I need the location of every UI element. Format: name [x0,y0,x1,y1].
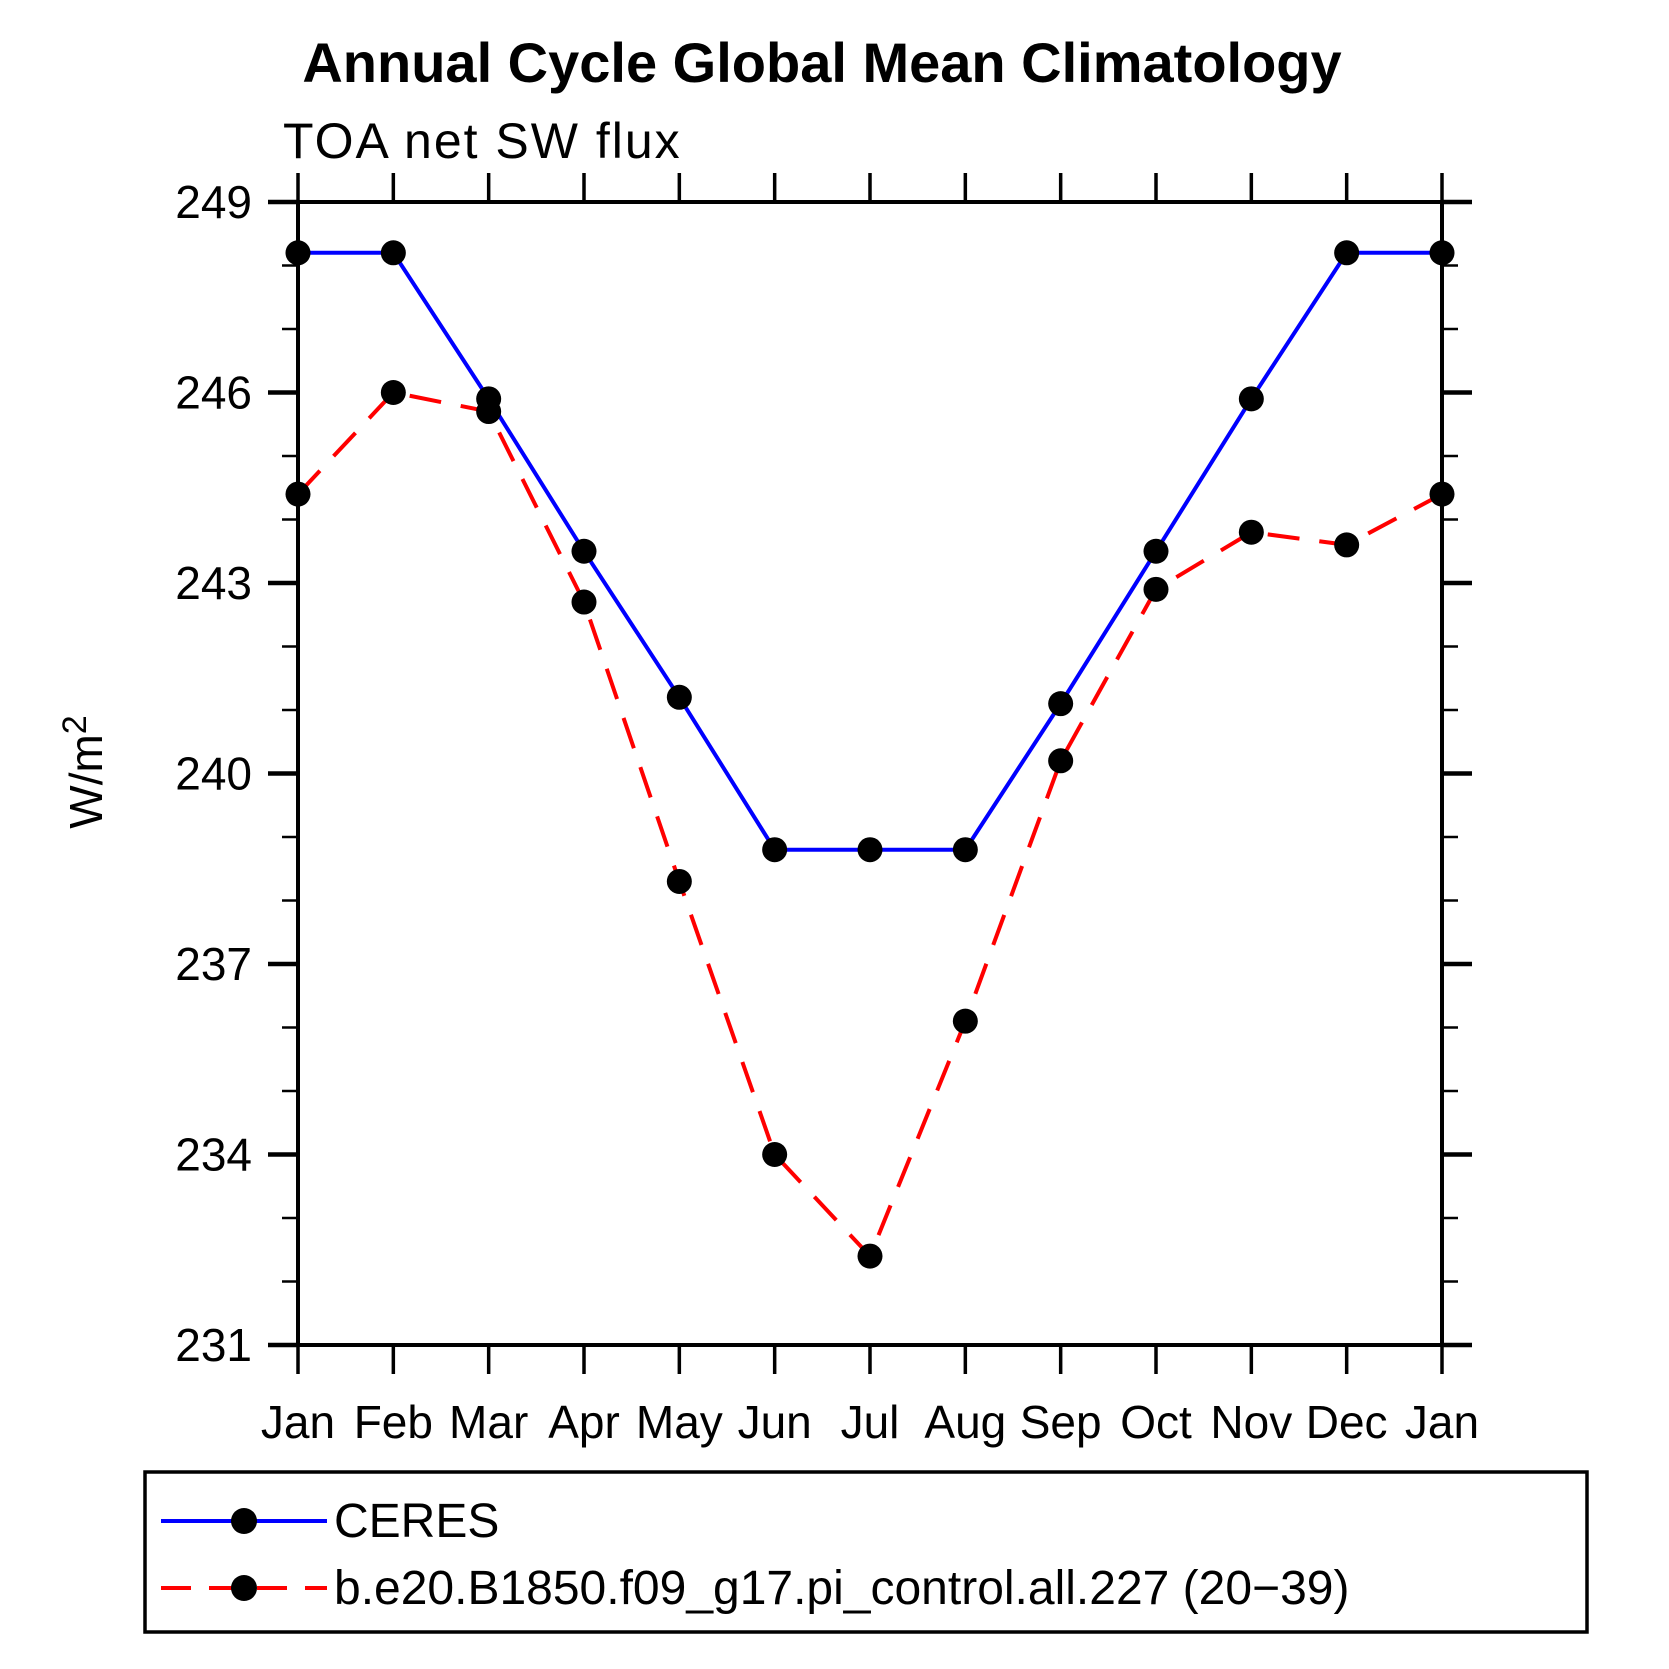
series-line [296,390,1443,1260]
plot-border [296,200,1444,1347]
x-tick-label: May [636,1396,723,1448]
data-point-marker [1048,691,1074,717]
data-point-marker [762,837,788,863]
data-point-marker [380,380,406,405]
y-tick-label: 231 [175,1319,252,1371]
data-point-marker [1143,576,1169,602]
data-point-marker [857,837,883,863]
y-tick-labels: 231 234 237 240 243 246 249 [175,176,252,1371]
data-point-marker [476,399,502,425]
chart-subtitle: TOA net SW flux [283,113,682,169]
data-point-marker [857,1243,883,1269]
data-point-marker [1048,748,1074,774]
series-lines [296,250,1443,1260]
x-tick-label: Dec [1306,1396,1388,1448]
x-tick-label: Sep [1020,1396,1102,1448]
data-point-marker [380,240,406,266]
x-tick-label: Nov [1210,1396,1292,1448]
x-tick-label: Feb [354,1396,433,1448]
y-tick-label: 246 [175,367,252,419]
x-tick-label: Jun [738,1396,812,1448]
axis-ticks [268,173,1472,1374]
series-line [298,250,1442,852]
x-tick-label: Apr [548,1396,620,1448]
legend-marker-model [231,1575,257,1601]
data-point-marker [285,240,311,266]
legend-label-model: b.e20.B1850.f09_g17.pi_control.all.227 (… [334,1562,1349,1615]
data-point-marker [571,538,597,564]
page-title: Annual Cycle Global Mean Climatology [302,31,1341,94]
x-tick-label: Aug [924,1396,1006,1448]
data-point-marker [666,684,692,710]
x-tick-label: Oct [1120,1396,1192,1448]
data-point-marker [1429,240,1455,266]
data-point-marker [1429,481,1455,507]
data-point-marker [952,837,978,863]
legend-box [143,1470,1589,1634]
x-tick-label: Mar [449,1396,528,1448]
data-point-marker [1238,386,1264,412]
data-point-marker [762,1142,788,1167]
legend-marker-ceres [231,1508,257,1534]
data-point-marker [571,589,597,615]
data-point-marker [1334,240,1360,266]
y-tick-label: 249 [175,176,252,228]
x-tick-labels: Jan Feb Mar Apr May Jun Jul Aug Sep Oct Nov Dec Jan [261,1396,1479,1448]
x-tick-label: Jul [841,1396,900,1448]
series-markers [285,240,1455,1269]
data-point-marker [1334,532,1360,558]
data-point-marker [1238,519,1264,545]
data-point-marker [666,868,692,894]
legend-label-ceres: CERES [334,1495,499,1548]
y-tick-label: 234 [175,1129,252,1181]
legend: CERES b.e20.B1850.f09_g17.pi_control.all… [143,1470,1589,1634]
data-point-marker [952,1008,978,1034]
data-point-marker [1143,538,1169,564]
y-tick-label: 240 [175,748,252,800]
y-tick-label: 243 [175,557,252,609]
y-tick-label: 237 [175,938,252,990]
y-axis-label: W/m2 [56,715,112,828]
data-point-marker [285,481,311,507]
x-tick-label: Jan [261,1396,335,1448]
x-tick-label: Jan [1405,1396,1479,1448]
